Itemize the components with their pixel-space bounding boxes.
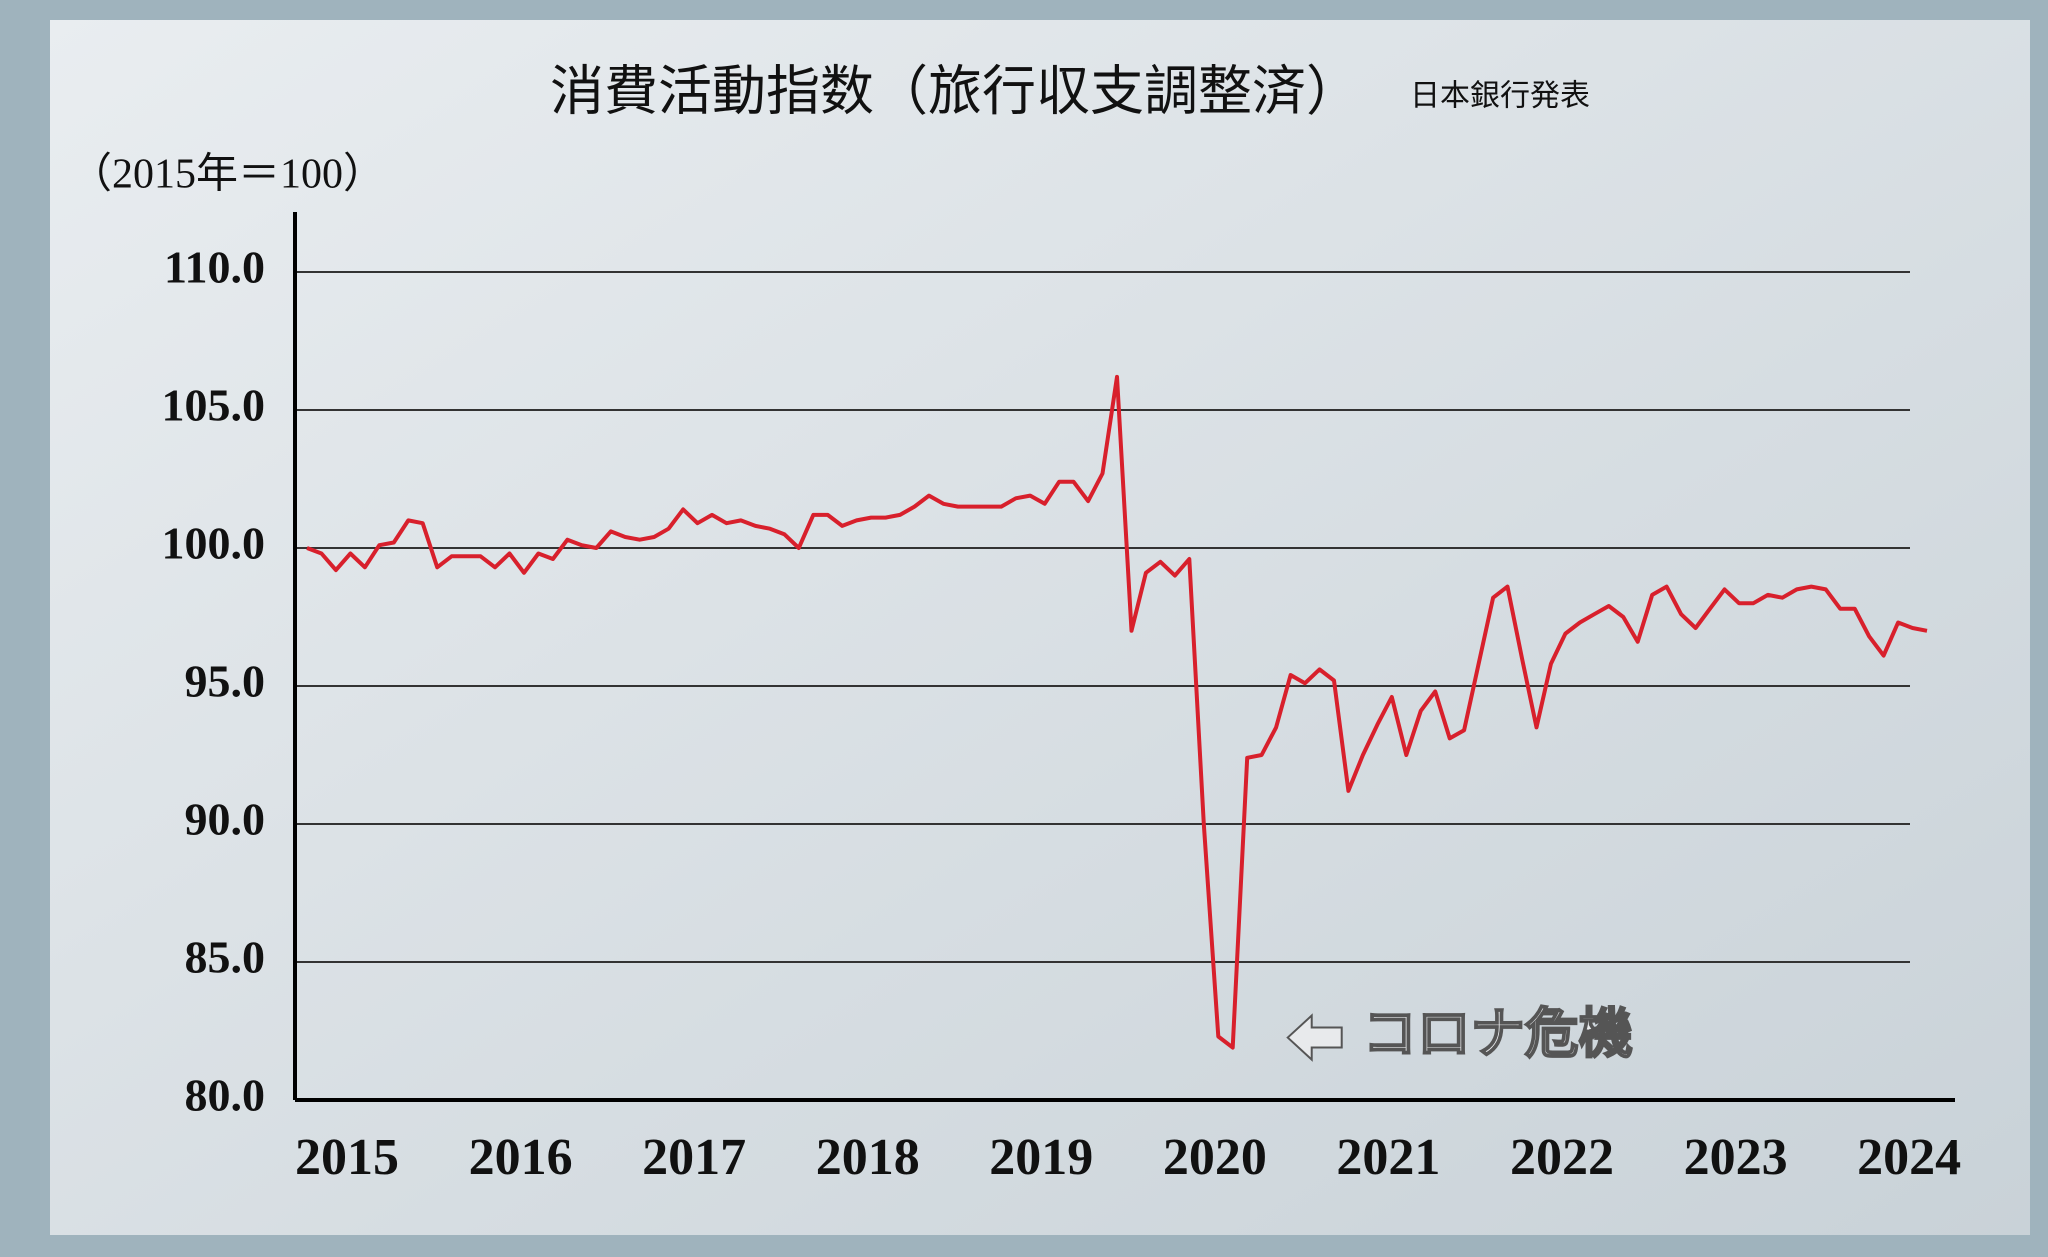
x-tick-label: 2016	[469, 1129, 573, 1186]
annotation: コロナ危機	[1286, 1001, 1634, 1066]
y-tick-label: 110.0	[164, 242, 265, 293]
y-tick-label: 95.0	[185, 656, 266, 707]
annotation-arrow	[1286, 1013, 1343, 1062]
x-tick-label: 2019	[989, 1129, 1093, 1186]
annotation-text: コロナ危機	[1363, 1002, 1633, 1065]
x-tick-label: 2020	[1163, 1129, 1267, 1186]
x-tick-label: 2022	[1510, 1129, 1614, 1186]
y-tick-label: 85.0	[185, 932, 266, 983]
x-tick-label: 2021	[1336, 1129, 1440, 1186]
chart-subtitle: 日本銀行発表	[1410, 79, 1590, 114]
y-tick-label: 100.0	[162, 518, 266, 569]
x-tick-label: 2024	[1857, 1129, 1961, 1186]
y-axis-label: （2015年＝100）	[70, 151, 385, 198]
screen-background	[50, 20, 2030, 1235]
y-tick-label: 105.0	[162, 380, 266, 431]
x-tick-label: 2018	[816, 1129, 920, 1186]
x-tick-label: 2015	[295, 1129, 399, 1186]
y-tick-label: 90.0	[185, 794, 266, 845]
data-line	[306, 374, 1928, 1050]
x-tick-label: 2017	[642, 1129, 746, 1186]
y-tick-label: 80.0	[185, 1070, 266, 1121]
x-tick-label: 2023	[1684, 1129, 1788, 1186]
chart-title: 消費活動指数（旅行収支調整済）	[550, 60, 1360, 123]
